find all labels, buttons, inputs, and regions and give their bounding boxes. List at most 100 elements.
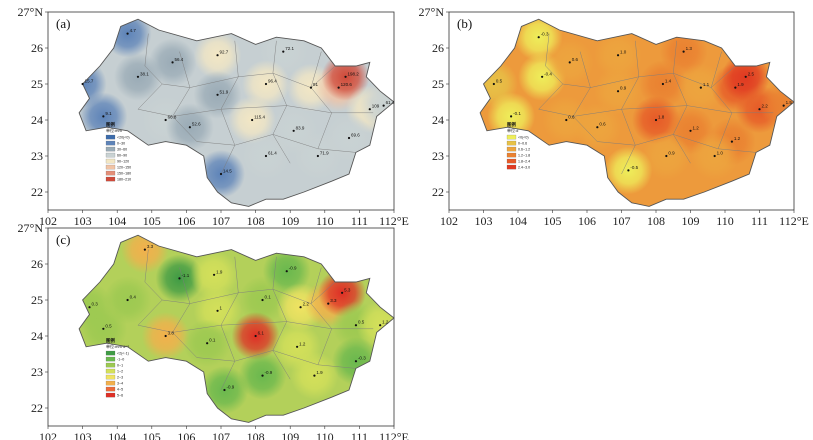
admin-boundary: [538, 33, 564, 110]
station-value-label: 115.4: [254, 115, 265, 120]
station-value-label: 1.9: [737, 82, 744, 87]
station-marker: [682, 50, 685, 53]
station-marker: [296, 345, 299, 348]
station-value-label: 3.3: [330, 298, 337, 303]
x-tick-label: 107: [212, 214, 230, 228]
station-value-label: -0.3: [358, 356, 366, 361]
legend-swatch: [105, 164, 116, 170]
legend-swatch: [506, 158, 517, 164]
x-tick-label: 106: [578, 214, 596, 228]
legend-item-label: <2(<-1): [117, 352, 129, 356]
station-marker: [164, 118, 167, 122]
station-value-label: 3.3: [147, 244, 154, 249]
station-value-label: 0.1: [265, 295, 272, 300]
station-marker: [164, 334, 167, 338]
x-tick-label: 105: [544, 214, 562, 228]
station-value-label: 1.4: [665, 79, 672, 84]
x-tick-label: 110: [716, 214, 734, 228]
legend-item-label: 2.4~3.0: [518, 166, 530, 170]
y-tick-label: 22: [432, 185, 444, 199]
x-tick-label: 103: [74, 214, 92, 228]
station-marker: [665, 154, 668, 158]
station-value-label: 0.9: [668, 151, 675, 156]
station-value-label: 1.2: [693, 125, 700, 130]
y-tick-label: 23: [31, 149, 43, 163]
y-tick-label: 27°N: [419, 5, 445, 19]
station-marker: [136, 75, 140, 78]
x-tick-label: 112°E: [379, 214, 409, 228]
legend-item-label: 30~60: [117, 148, 127, 152]
station-value-label: 61.4: [268, 151, 277, 156]
x-tick-label: 104: [108, 214, 126, 228]
station-marker: [216, 309, 219, 312]
station-value-label: -0.1: [513, 111, 521, 116]
station-value-label: 15.7: [85, 79, 94, 84]
station-marker: [627, 169, 630, 172]
map-panel-b: -0.3 0.5 -0.4 0.6 1.0 1.3 -0.1 0.6 0.9 1.4 1.1 1.9 2…: [419, 5, 809, 228]
station-marker: [254, 334, 257, 338]
station-value-label: 0.6: [599, 122, 606, 127]
station-marker: [143, 248, 146, 251]
admin-boundary: [196, 134, 356, 153]
station-marker: [492, 82, 495, 86]
legend-item-label: 0~1: [117, 364, 123, 368]
station-marker: [730, 140, 734, 143]
legend-unit: 单位:mm: [106, 127, 122, 133]
station-marker: [354, 324, 358, 327]
station-marker: [282, 50, 285, 53]
x-tick-label: 110: [316, 430, 334, 440]
legend-item-label: 0.6~1.2: [518, 148, 530, 152]
region-outline: [78, 18, 395, 207]
station-value-label: 5.3: [344, 287, 351, 292]
station-value-label: 92.7: [220, 50, 229, 55]
station-value-label: -0.4: [544, 71, 552, 76]
x-tick-label: 108: [247, 430, 265, 440]
x-tick-label: 105: [143, 214, 161, 228]
station-marker: [126, 32, 129, 35]
legend-item-label: 2~3: [117, 376, 123, 380]
station-marker: [261, 298, 264, 302]
legend-item-label: 120~150: [117, 166, 131, 170]
panel-label: (c): [56, 232, 70, 247]
admin-boundary: [572, 51, 598, 142]
admin-boundary: [310, 51, 332, 149]
station-marker: [216, 54, 219, 57]
legend-swatch: [105, 176, 116, 182]
y-tick-label: 25: [31, 77, 43, 91]
station-value-label: 2.5: [748, 71, 755, 76]
station-marker: [216, 93, 219, 96]
legend-title: 图例: [507, 121, 516, 128]
admin-boundary: [597, 134, 757, 153]
station-value-label: 0.3: [92, 302, 99, 307]
region-outline: [78, 234, 395, 423]
y-tick-label: 27°N: [18, 221, 44, 235]
station-value-label: 38.1: [140, 71, 149, 76]
station-value-label: 0.4: [130, 295, 137, 300]
station-value-label: -0.9: [289, 266, 297, 271]
legend-title: 图例: [106, 337, 115, 344]
legend-item-label: 60~90: [117, 154, 127, 158]
station-value-label: 0.5: [358, 320, 365, 325]
x-tick-label: 107: [613, 214, 631, 228]
station-value-label: 120.6: [341, 82, 353, 87]
station-marker: [744, 75, 747, 78]
station-value-label: 72.1: [285, 46, 294, 51]
admin-boundary: [710, 51, 733, 149]
legend-swatch: [105, 140, 116, 146]
station-value-label: 1: [220, 305, 223, 310]
station-marker: [341, 291, 344, 294]
admin-boundary: [172, 267, 197, 358]
x-tick-label: 111: [351, 214, 368, 228]
station-marker: [782, 104, 785, 107]
station-value-label: 198.2: [348, 71, 360, 76]
legend-item-label: -1~0: [117, 358, 124, 362]
legend-swatch: [105, 392, 116, 398]
station-value-label: 2.2: [303, 302, 310, 307]
legend-item-label: 5~6: [117, 394, 123, 398]
station-marker: [309, 86, 313, 89]
y-tick-label: 27°N: [18, 5, 44, 19]
station-value-label: 4.7: [130, 28, 137, 33]
y-tick-label: 26: [432, 41, 444, 55]
